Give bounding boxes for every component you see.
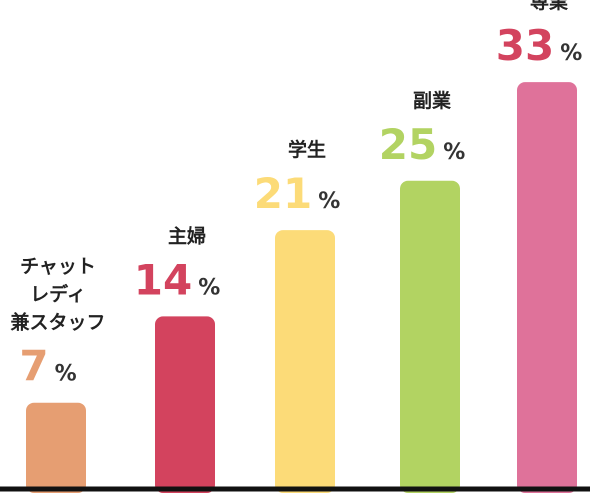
value-label-1: 7% <box>19 342 76 391</box>
category-label-5: 専業 <box>530 0 569 13</box>
bar-2 <box>155 316 215 493</box>
bar-1 <box>26 402 86 493</box>
category-label-3: 学生 <box>288 138 326 161</box>
bar-4 <box>400 180 460 493</box>
value-label-4: 25% <box>379 120 466 169</box>
bar-5 <box>517 82 577 493</box>
category-label-4: 副業 <box>413 89 452 112</box>
bar-3 <box>275 230 335 493</box>
category-label-1-line-1: チャット <box>20 256 96 278</box>
bars-group <box>26 82 577 493</box>
value-label-5: 33% <box>496 21 583 70</box>
category-label-2: 主婦 <box>168 224 206 247</box>
category-label-1-line-2: レディ <box>30 283 86 306</box>
value-label-3: 21% <box>254 169 341 218</box>
category-label-1-line-3: 兼スタッフ <box>10 311 105 334</box>
value-label-2: 14% <box>134 255 221 304</box>
